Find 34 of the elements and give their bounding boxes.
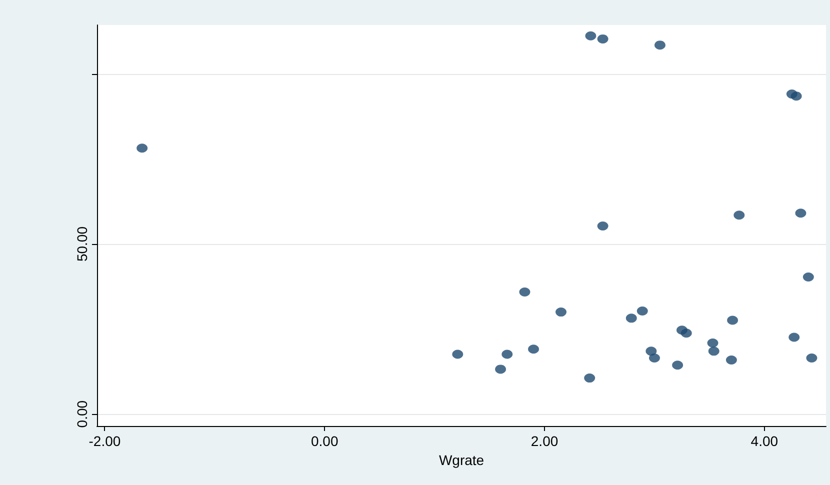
point (585, 31, 596, 40)
x-axis-title: Wgrate (438, 452, 484, 468)
point (528, 344, 540, 354)
point (584, 374, 596, 383)
point (788, 332, 800, 342)
point (726, 356, 737, 365)
point (636, 306, 648, 316)
point (495, 364, 506, 374)
point (672, 360, 684, 370)
point (626, 314, 637, 323)
point (708, 346, 720, 356)
point (597, 34, 608, 44)
point (519, 287, 530, 296)
x-tick-label: 2.00 (530, 433, 558, 449)
point (795, 208, 806, 218)
point (648, 353, 660, 362)
point (136, 144, 148, 153)
point (680, 328, 692, 338)
point (727, 316, 738, 325)
point (707, 338, 718, 348)
point (502, 350, 513, 359)
point (734, 210, 745, 220)
x-tick-label: -2.00 (88, 433, 121, 449)
point (806, 353, 818, 362)
point (654, 40, 666, 50)
point (790, 92, 802, 101)
point (556, 308, 567, 317)
x-tick-label: 0.00 (310, 433, 338, 449)
point (452, 350, 464, 359)
x-tick-label: 4.00 (750, 433, 778, 449)
y-tick-label: 50.00 (74, 226, 90, 262)
point (646, 346, 657, 356)
point (802, 272, 814, 282)
point (597, 222, 608, 231)
